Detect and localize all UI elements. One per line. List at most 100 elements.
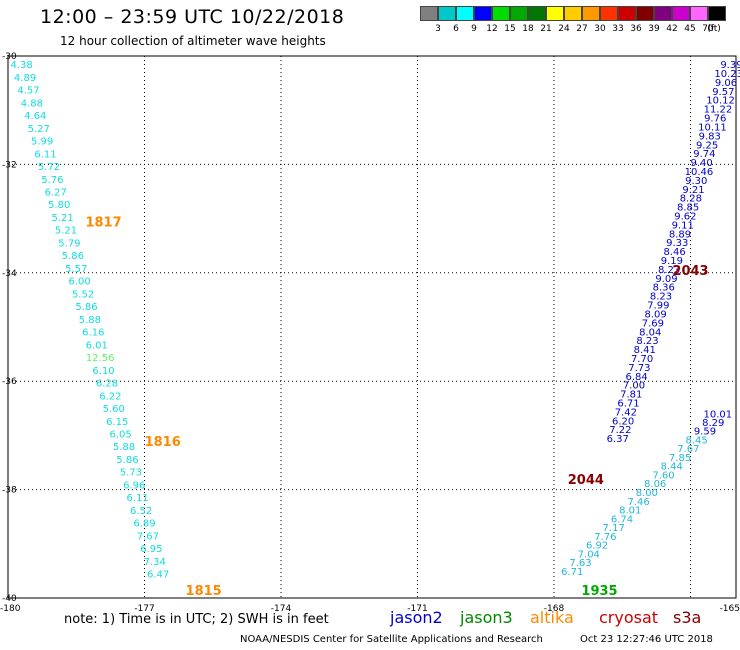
wave-height-label: 7.60 (652, 470, 674, 481)
scale-swatch (492, 6, 510, 21)
wave-height-label: 6.10 (92, 366, 114, 377)
wave-height-label: 7.69 (642, 318, 664, 329)
scale-swatch (528, 6, 546, 21)
scale-label: 30 (594, 24, 606, 34)
y-tick-label: -38 (2, 486, 17, 496)
y-tick-label: -36 (2, 377, 17, 387)
scale-swatch (456, 6, 474, 21)
wave-height-label: 10.23 (714, 69, 740, 80)
wave-height-label: 8.23 (650, 292, 672, 303)
wave-height-label: 6.52 (130, 506, 152, 517)
wave-height-label: 7.85 (669, 453, 691, 464)
scale-swatch (600, 6, 618, 21)
wave-height-label: 10.12 (706, 96, 735, 107)
wave-height-label: 7.81 (620, 390, 642, 401)
wave-height-label: 7.00 (623, 381, 645, 392)
scale-label: 9 (471, 24, 477, 34)
wave-height-label: 6.27 (45, 188, 67, 199)
wave-height-label: 7.17 (603, 523, 625, 534)
wave-height-label: 7.76 (594, 532, 616, 543)
wave-height-label: 9.11 (672, 220, 694, 231)
wave-height-label: 7.42 (615, 407, 637, 418)
wave-height-label: 6.20 (612, 416, 634, 427)
wave-height-label: 9.62 (674, 212, 696, 223)
wave-height-label: 5.86 (75, 302, 97, 313)
x-tick-label: -174 (271, 604, 292, 614)
wave-height-label: 7.73 (628, 363, 650, 374)
scale-label: 33 (612, 24, 624, 34)
wave-height-label: 8.45 (686, 435, 708, 446)
wave-height-label: 7.67 (137, 531, 159, 542)
scale-swatch (672, 6, 690, 21)
wave-height-label: 6.74 (611, 514, 633, 525)
wave-height-label: 6.96 (123, 480, 145, 491)
wave-height-label: 9.76 (704, 114, 726, 125)
wave-height-label: 8.01 (619, 506, 641, 517)
wave-height-label: 6.11 (34, 149, 56, 160)
scale-label: 15 (504, 24, 516, 34)
wave-height-label: 9.21 (682, 185, 704, 196)
wave-height-label: 5.73 (120, 468, 142, 479)
wave-height-label: 8.29 (702, 418, 724, 429)
wave-height-label: 7.34 (144, 557, 166, 568)
wave-height-label: 10.01 (703, 410, 732, 421)
credit-line: NOAA/NESDIS Center for Satellite Applica… (240, 634, 543, 645)
wave-height-label: 6.15 (106, 417, 128, 428)
wave-height-label: 7.22 (609, 425, 631, 436)
wave-height-label: 9.40 (691, 158, 713, 169)
generated-timestamp: Oct 23 12:27:46 UTC 2018 (580, 634, 713, 645)
wave-height-label: 6.84 (626, 372, 648, 383)
scale-swatch (510, 6, 528, 21)
pass-time-marker: 1815 (186, 584, 222, 599)
x-tick-label: -180 (0, 604, 21, 614)
legend-altika: altika (530, 608, 574, 627)
wave-height-label: 6.11 (127, 493, 149, 504)
scale-swatch (618, 6, 636, 21)
scale-label: 6 (453, 24, 459, 34)
wave-height-label: 7.46 (627, 497, 649, 508)
wave-height-label: 8.46 (663, 247, 685, 258)
wave-height-label: 5.76 (41, 175, 63, 186)
x-tick-label: -171 (407, 604, 427, 614)
wave-height-label: 6.89 (133, 519, 155, 530)
wave-height-label: 7.99 (647, 301, 669, 312)
wave-height-label: 10.11 (698, 122, 727, 133)
wave-height-label: 9.74 (693, 149, 715, 160)
pass-time-marker: 2043 (672, 264, 708, 279)
wave-height-label: 9.25 (696, 140, 718, 151)
y-tick-label: -34 (2, 269, 17, 279)
scale-label: 42 (666, 24, 678, 34)
x-tick-label: -168 (544, 604, 565, 614)
wave-height-label: 6.22 (99, 391, 121, 402)
y-tick-label: -40 (2, 594, 17, 604)
y-tick-label: -30 (2, 52, 17, 62)
wave-height-label: 5.88 (79, 315, 101, 326)
wave-height-label: 5.80 (48, 200, 70, 211)
wave-height-label: 8.89 (669, 229, 691, 240)
wave-height-label: 5.86 (62, 251, 84, 262)
wave-height-label: 9.57 (712, 87, 734, 98)
wave-height-label: 5.99 (31, 137, 53, 148)
scale-unit: (ft) (707, 24, 721, 34)
wave-height-label: 6.16 (82, 328, 104, 339)
footnote: note: 1) Time is in UTC; 2) SWH is in fe… (64, 612, 329, 627)
scale-label: 70 (702, 24, 714, 34)
scale-label: 18 (522, 24, 534, 34)
wave-height-label: 4.57 (17, 86, 39, 97)
wave-height-label: 9.19 (661, 256, 683, 267)
wave-height-label: 4.89 (14, 73, 36, 84)
scale-swatch (474, 6, 492, 21)
legend-cryosat: cryosat (599, 608, 659, 627)
y-tick-label: -32 (2, 160, 17, 170)
wave-height-label: 9.09 (655, 274, 677, 285)
wave-height-label: 7.70 (631, 354, 653, 365)
wave-height-label: 9.06 (715, 78, 737, 89)
wave-height-label: 6.00 (69, 277, 91, 288)
pass-time-marker: 1816 (145, 435, 181, 450)
wave-height-label: 5.88 (113, 442, 135, 453)
x-tick-label: -165 (720, 604, 740, 614)
wave-height-label: 6.05 (109, 430, 131, 441)
scale-swatch (420, 6, 438, 21)
scale-swatch (690, 6, 708, 21)
